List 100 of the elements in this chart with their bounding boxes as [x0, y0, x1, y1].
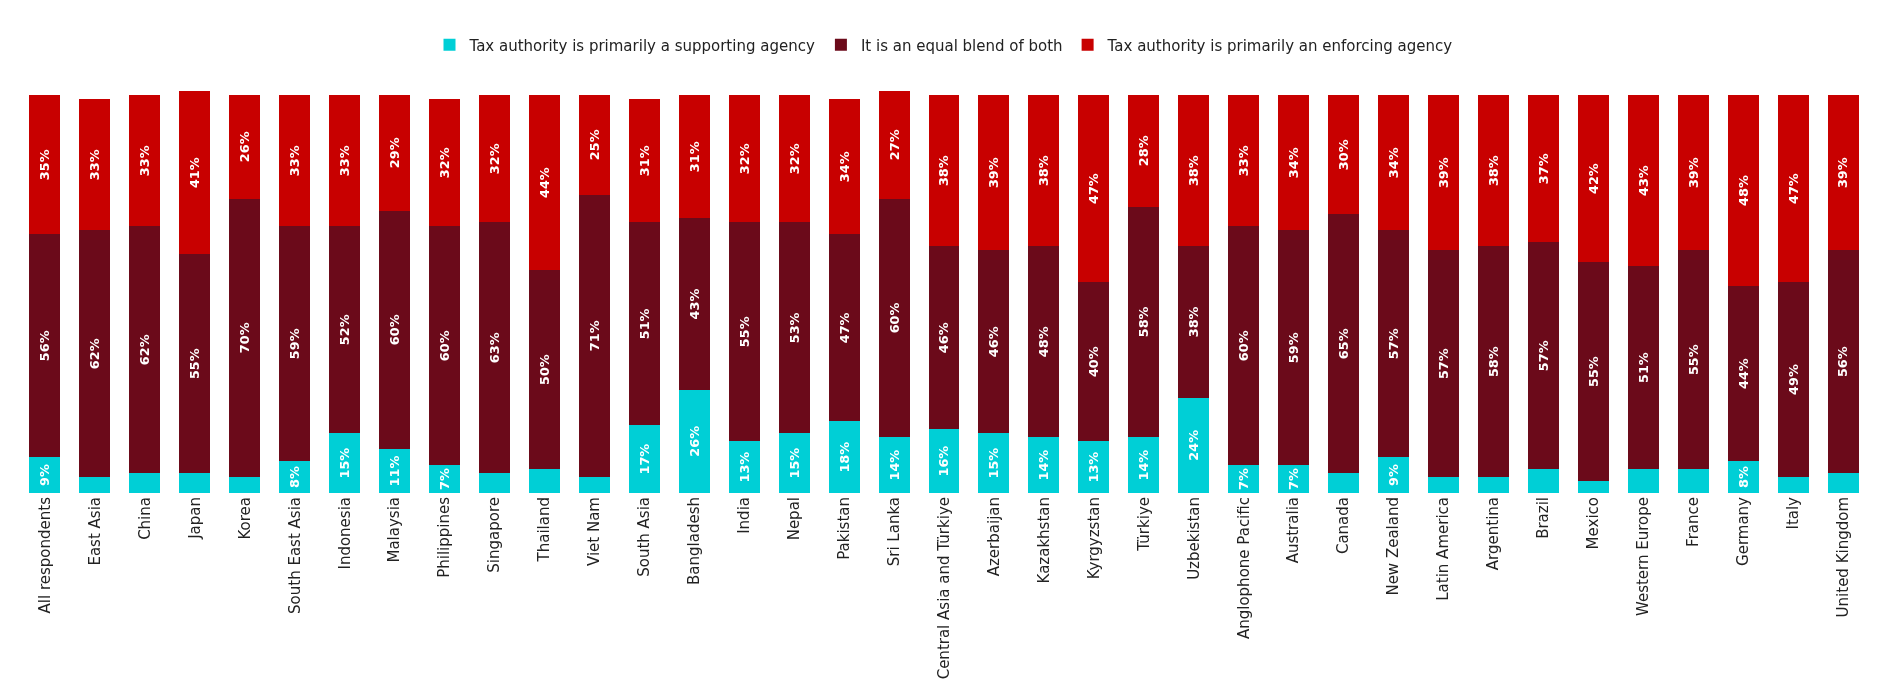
bar	[928, 246, 960, 430]
bar	[828, 421, 860, 493]
data-label: 13%	[1086, 451, 1102, 483]
bar	[1328, 473, 1360, 493]
bar	[479, 473, 510, 493]
data-label: 39%	[1685, 157, 1701, 189]
data-label: 65%	[1336, 328, 1352, 360]
bar	[1328, 95, 1360, 215]
bar	[1028, 246, 1060, 438]
data-label: 51%	[636, 308, 652, 340]
data-label: 33%	[87, 149, 103, 181]
bar	[1078, 95, 1110, 283]
bar	[878, 91, 910, 199]
data-label: 63%	[486, 332, 502, 364]
bar	[778, 222, 810, 434]
bar	[479, 222, 510, 474]
bar	[1577, 481, 1609, 493]
x-tick-label: Viet Nam	[585, 497, 604, 567]
data-label: 47%	[1086, 173, 1102, 205]
data-label: 38%	[1485, 155, 1501, 187]
data-label: 62%	[137, 334, 153, 366]
data-label: 47%	[836, 312, 852, 344]
data-label: 33%	[1236, 145, 1252, 177]
data-label: 38%	[1036, 155, 1052, 187]
x-tick-label: Anglophone Pacific	[1234, 497, 1253, 640]
bar	[29, 95, 61, 235]
data-label: 34%	[1286, 147, 1302, 179]
bar	[1427, 250, 1459, 478]
data-label: 51%	[1635, 352, 1651, 384]
data-label: 32%	[786, 143, 802, 175]
x-tick-label: Japan	[185, 497, 204, 540]
bar	[379, 95, 411, 211]
bar	[828, 99, 860, 235]
x-tick-label: Sri Lanka	[884, 497, 903, 567]
data-label: 25%	[586, 129, 602, 161]
data-label: 33%	[337, 145, 353, 177]
x-tick-label: Italy	[1783, 496, 1802, 530]
data-label: 55%	[1685, 344, 1701, 376]
data-label: 55%	[187, 348, 203, 380]
data-label: 40%	[1086, 346, 1102, 378]
bar	[1228, 226, 1260, 466]
data-label: 60%	[1236, 330, 1252, 362]
bar	[1178, 246, 1210, 398]
x-tick-label: Australia	[1284, 497, 1303, 564]
x-tick-label: Azerbaijan	[984, 497, 1003, 577]
bar	[1228, 95, 1260, 227]
bar	[528, 270, 560, 470]
data-label: 24%	[1186, 429, 1202, 461]
x-tick-label: Philippines	[435, 496, 454, 578]
data-label: 14%	[1136, 449, 1152, 481]
bar	[578, 194, 610, 478]
data-label: 48%	[1735, 175, 1751, 207]
bar	[1028, 437, 1060, 493]
x-tick-label: Türkiye	[1134, 497, 1153, 552]
bar	[1128, 95, 1160, 207]
data-label: 38%	[1186, 306, 1202, 338]
bar	[1577, 262, 1609, 482]
x-tick-label: Mexico	[1584, 497, 1603, 550]
data-label: 57%	[1385, 328, 1401, 360]
bar	[329, 433, 361, 493]
x-tick-label: Central Asia and Türkiye	[934, 497, 953, 680]
data-label: 56%	[37, 330, 53, 362]
bar	[479, 95, 510, 223]
data-label: 17%	[636, 443, 652, 475]
data-label: 7%	[1236, 468, 1252, 490]
x-tick-label: Bangladesh	[685, 497, 704, 585]
x-tick-label: Uzbekistan	[1184, 497, 1203, 580]
x-tick-label: South Asia	[635, 497, 654, 577]
x-tick-label: Pakistan	[834, 497, 853, 560]
x-tick-label: Malaysia	[385, 497, 404, 563]
legend-label: It is an equal blend of both	[860, 36, 1063, 55]
bar	[1178, 95, 1210, 247]
bar	[1527, 95, 1559, 243]
bar	[628, 99, 660, 223]
data-label: 32%	[436, 147, 452, 179]
bar	[1727, 95, 1759, 287]
bar	[1128, 206, 1160, 438]
data-label: 55%	[736, 316, 752, 348]
data-label: 29%	[387, 137, 403, 169]
bar	[1128, 437, 1160, 493]
data-label: 39%	[986, 157, 1002, 189]
data-label: 59%	[287, 328, 303, 360]
bar	[29, 234, 61, 458]
bar	[678, 95, 710, 219]
x-tick-label: All respondents	[35, 496, 54, 614]
x-tick-label: Thailand	[535, 497, 554, 563]
bar	[1577, 95, 1609, 263]
bar	[728, 95, 760, 223]
bar	[1627, 469, 1659, 493]
data-label: 9%	[37, 464, 53, 487]
bar	[279, 95, 311, 227]
data-label: 32%	[736, 143, 752, 175]
bar	[1777, 95, 1809, 283]
bar	[978, 433, 1010, 493]
data-label: 31%	[686, 141, 702, 173]
data-label: 35%	[37, 149, 53, 181]
x-tick-label: Latin America	[1434, 497, 1453, 601]
data-label: 57%	[1435, 348, 1451, 380]
bar	[1827, 473, 1859, 493]
bar	[628, 425, 660, 493]
